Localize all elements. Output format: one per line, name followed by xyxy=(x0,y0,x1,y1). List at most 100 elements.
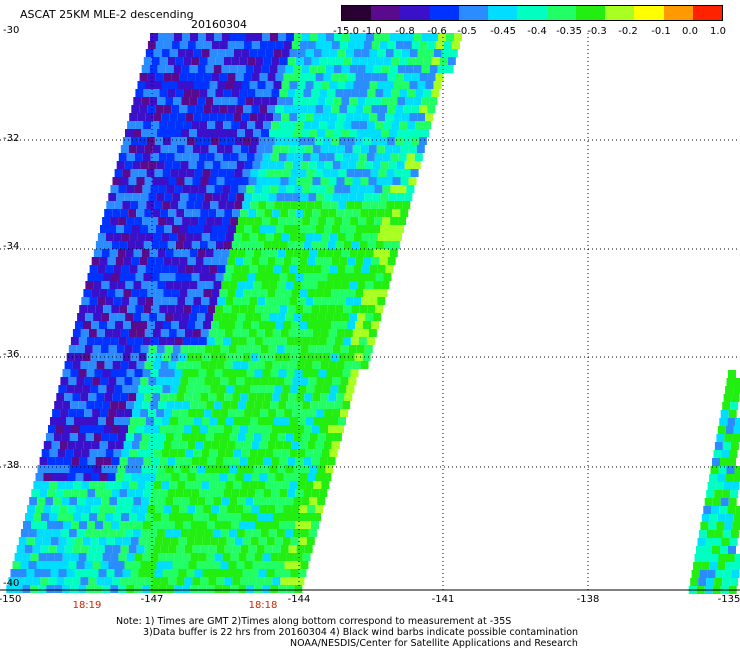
swath-cell xyxy=(176,577,185,585)
swath-cell xyxy=(234,569,243,577)
swath-cell xyxy=(271,521,279,529)
swath-cell xyxy=(353,81,362,89)
swath-cell xyxy=(195,105,204,113)
swath-cell xyxy=(411,105,420,113)
swath-cell xyxy=(217,297,226,305)
swath-cell xyxy=(89,297,98,305)
swath-cell xyxy=(296,361,305,369)
swath-cell xyxy=(132,345,141,353)
swath-cell xyxy=(185,81,194,89)
swath-cell xyxy=(238,553,247,561)
swath-cell xyxy=(292,529,301,537)
swath-cell xyxy=(709,474,718,482)
swath-cell xyxy=(45,433,54,441)
swath-cell xyxy=(214,153,223,161)
swath-cell xyxy=(289,233,298,241)
swath-cell xyxy=(252,529,261,537)
swath-cell xyxy=(76,345,85,353)
swath-cell xyxy=(368,329,377,337)
swath-cell xyxy=(76,529,85,537)
lon-label-138: -138 xyxy=(576,594,600,605)
swath-cell xyxy=(91,321,99,329)
swath-cell xyxy=(324,409,333,417)
swath-cell xyxy=(357,249,366,257)
swath-cell xyxy=(152,425,160,433)
swath-cell xyxy=(331,321,339,329)
swath-cell xyxy=(268,345,277,353)
swath-cell xyxy=(441,49,450,57)
swath-cell xyxy=(278,369,287,377)
swath-cell xyxy=(179,473,188,481)
swath-cell xyxy=(82,385,91,393)
swath-cell xyxy=(70,337,79,345)
swath-cell xyxy=(342,369,351,377)
swath-cell xyxy=(731,482,740,490)
swath-cell xyxy=(263,241,272,249)
swath-cell xyxy=(165,97,174,105)
swath-cell xyxy=(309,465,318,473)
swath-cell xyxy=(168,329,177,337)
swath-cell xyxy=(139,441,148,449)
swath-cell xyxy=(79,305,88,313)
swath-cell xyxy=(314,353,323,361)
swath-cell xyxy=(155,73,164,81)
swath-cell xyxy=(189,97,198,105)
swath-cell xyxy=(159,305,168,313)
swath-cell xyxy=(341,249,350,257)
swath-cell xyxy=(204,193,213,201)
swath-cell xyxy=(66,569,75,577)
swath-cell xyxy=(250,569,259,577)
swath-cell xyxy=(201,113,210,121)
swath-cell xyxy=(408,177,417,185)
swath-cell xyxy=(706,578,715,586)
swath-cell xyxy=(85,497,94,505)
swath-cell xyxy=(207,457,216,465)
swath-cell xyxy=(267,473,276,481)
swath-cell xyxy=(196,377,205,385)
swath-cell xyxy=(190,585,199,593)
swath-cell xyxy=(179,289,188,297)
swath-cell xyxy=(157,129,165,137)
swath-cell xyxy=(134,185,143,193)
swath-cell xyxy=(230,401,239,409)
swath-cell xyxy=(336,145,345,153)
swath-cell xyxy=(226,385,235,393)
swath-cell xyxy=(169,265,178,273)
swath-cell xyxy=(269,97,278,105)
swath-cell xyxy=(226,569,235,577)
swath-cell xyxy=(167,457,176,465)
swath-cell xyxy=(283,257,292,265)
swath-cell xyxy=(389,129,397,137)
swath-cell xyxy=(76,561,85,569)
swath-cell xyxy=(130,385,139,393)
swath-cell xyxy=(709,514,718,522)
swath-cell xyxy=(313,49,322,57)
swath-cell xyxy=(156,225,164,233)
swath-cell xyxy=(318,185,327,193)
swath-cell xyxy=(243,473,252,481)
swath-cell xyxy=(724,434,733,442)
swath-cell xyxy=(227,473,236,481)
swath-cell xyxy=(162,353,171,361)
swath-cell xyxy=(377,113,386,121)
swath-cell xyxy=(342,33,350,41)
swath-cell xyxy=(223,305,232,313)
color-scale-label: -1.0 xyxy=(362,26,382,37)
swath-cell xyxy=(291,73,300,81)
swath-cell xyxy=(207,273,216,281)
swath-cell xyxy=(710,466,719,474)
swath-cell xyxy=(292,345,301,353)
swath-cell xyxy=(62,553,71,561)
swath-cell xyxy=(180,345,189,353)
swath-cell xyxy=(234,417,242,425)
swath-cell xyxy=(69,497,78,505)
swath-cell xyxy=(150,153,159,161)
swath-cell xyxy=(425,113,434,121)
swath-cell xyxy=(326,401,335,409)
swath-cell xyxy=(264,329,273,337)
swath-cell xyxy=(192,145,201,153)
swath-cell xyxy=(117,281,126,289)
swath-cell xyxy=(72,329,81,337)
swath-cell xyxy=(322,137,331,145)
